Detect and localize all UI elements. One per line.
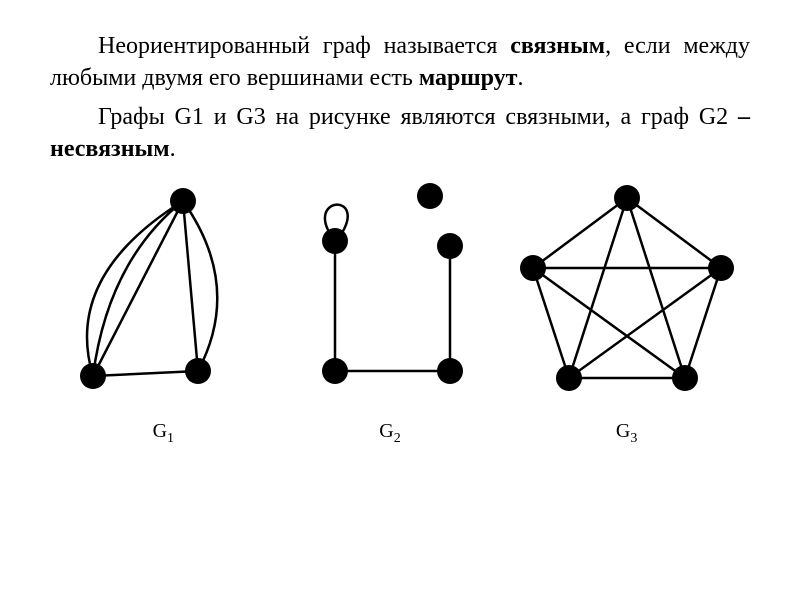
- graph-node: [520, 255, 546, 281]
- caption-g3-main: G: [616, 420, 630, 442]
- p1-text-a: Неориентированный граф называется: [98, 33, 510, 59]
- graph-edge: [685, 268, 721, 378]
- caption-g1-sub: 1: [167, 431, 174, 446]
- paragraph-2: Графы G1 и G3 на рисунке являются связны…: [50, 101, 750, 166]
- graph-edge: [183, 201, 198, 371]
- graph-g2-svg: [280, 176, 500, 416]
- graph-edge: [533, 268, 569, 378]
- caption-g1-main: G: [153, 420, 167, 442]
- figure-g2: G2: [280, 176, 500, 447]
- graph-edge: [183, 201, 217, 371]
- graph-node: [80, 363, 106, 389]
- graph-node: [614, 185, 640, 211]
- caption-g2: G2: [379, 420, 400, 447]
- figure-row: G1 G2 G3: [50, 176, 750, 447]
- graph-node: [417, 183, 443, 209]
- p1-bold-d: маршрут: [419, 65, 518, 91]
- paragraph-1: Неориентированный граф называется связны…: [50, 30, 750, 95]
- graph-edge: [533, 198, 627, 268]
- caption-g3-sub: 3: [630, 431, 637, 446]
- graph-edge: [533, 268, 685, 378]
- p1-bold-b: связным: [510, 33, 605, 59]
- graph-node: [185, 358, 211, 384]
- graph-edge: [627, 198, 685, 378]
- graph-edge: [93, 201, 183, 376]
- graph-edge: [569, 268, 721, 378]
- graph-edge: [627, 198, 721, 268]
- graph-g3-svg: [507, 176, 747, 416]
- p2-text-c: .: [170, 136, 176, 162]
- caption-g1: G1: [153, 420, 174, 447]
- graph-node: [437, 233, 463, 259]
- p2-text-a: Графы G1 и G3 на рисунке являются связны…: [98, 104, 738, 130]
- graph-node: [708, 255, 734, 281]
- graph-node: [322, 358, 348, 384]
- graph-node: [437, 358, 463, 384]
- graph-node: [672, 365, 698, 391]
- caption-g3: G3: [616, 420, 637, 447]
- graph-edge: [569, 198, 627, 378]
- graph-node: [170, 188, 196, 214]
- caption-g2-sub: 2: [394, 431, 401, 446]
- p1-text-e: .: [517, 65, 523, 91]
- figure-g1: G1: [53, 176, 273, 447]
- graph-g1-svg: [53, 176, 273, 416]
- page: Неориентированный граф называется связны…: [0, 0, 800, 467]
- graph-edge: [93, 371, 198, 376]
- graph-node: [322, 228, 348, 254]
- figure-g3: G3: [507, 176, 747, 447]
- graph-node: [556, 365, 582, 391]
- caption-g2-main: G: [379, 420, 393, 442]
